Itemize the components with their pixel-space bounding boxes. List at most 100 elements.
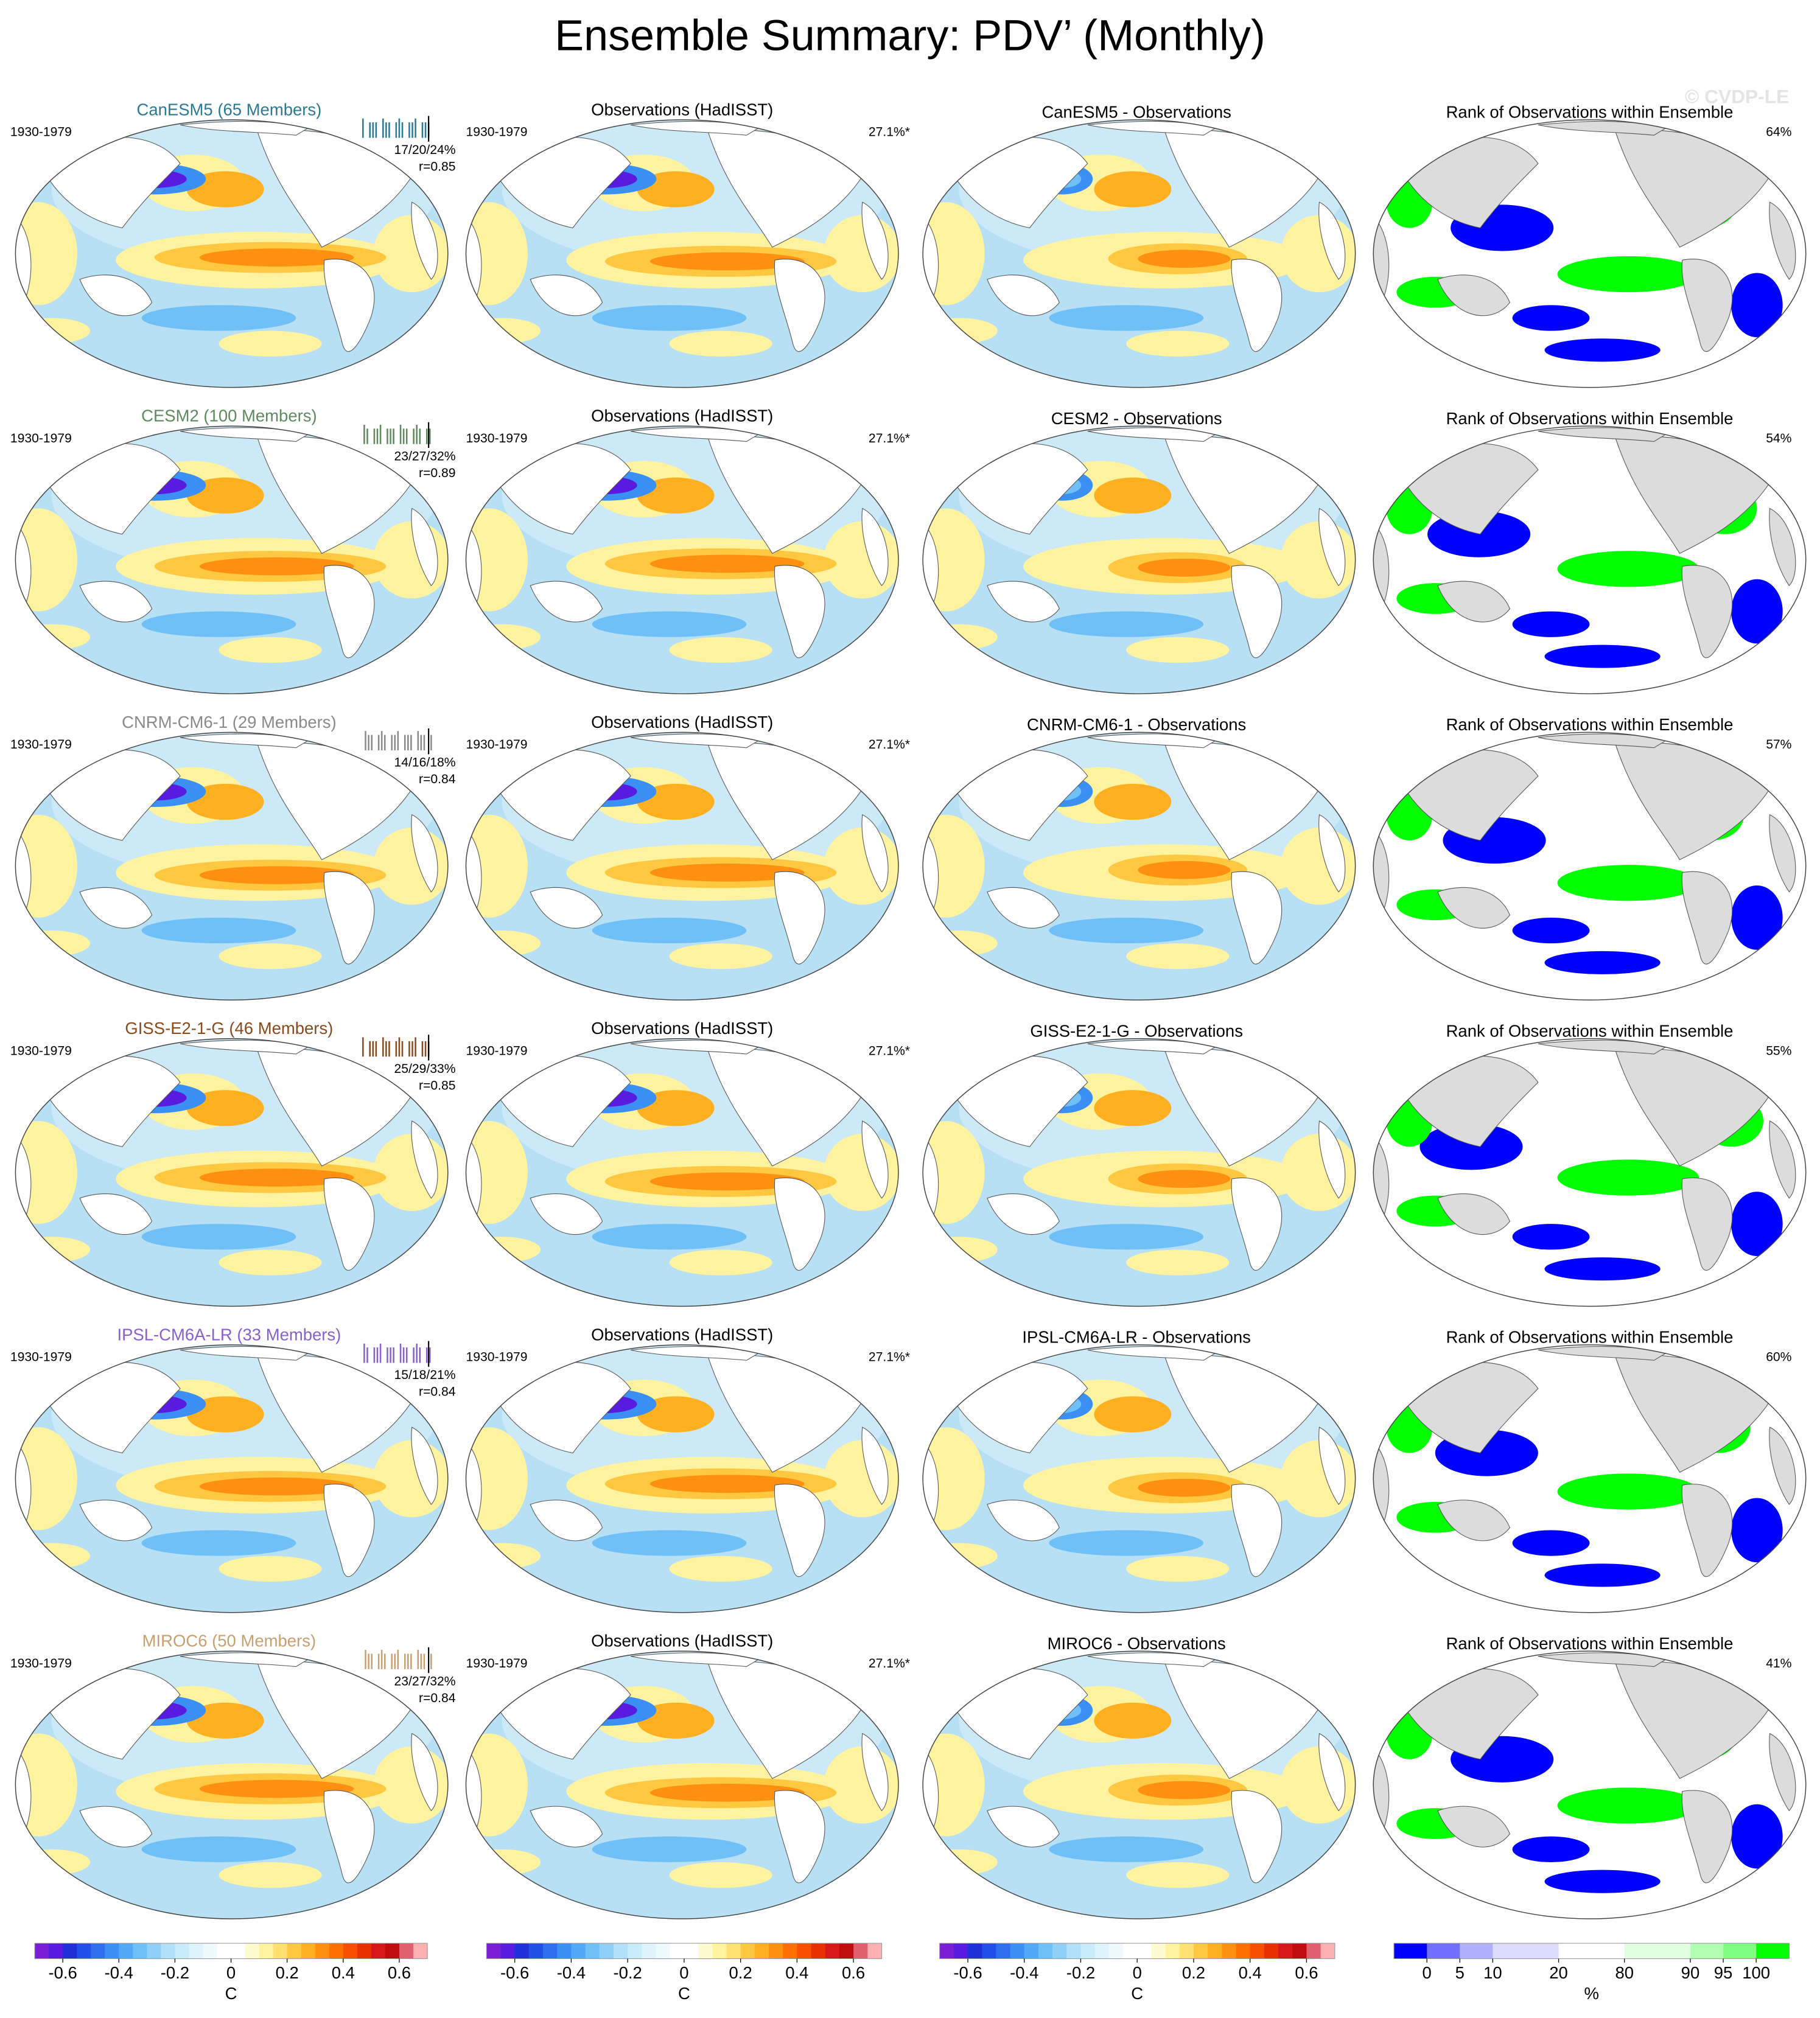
land bbox=[861, 1733, 889, 1812]
colorbar-box bbox=[1306, 1943, 1321, 1959]
field-region bbox=[141, 917, 296, 944]
field-region bbox=[199, 866, 354, 884]
land bbox=[530, 887, 603, 929]
colorbar-box bbox=[1690, 1943, 1724, 1959]
rank-pct: 60% bbox=[1766, 1350, 1791, 1364]
diff-title: CanESM5 - Observations bbox=[1041, 103, 1231, 122]
land bbox=[774, 565, 825, 658]
map bbox=[466, 732, 898, 1000]
pct-stats: 23/27/32% bbox=[394, 1674, 456, 1688]
field-region bbox=[199, 1477, 354, 1496]
field-region bbox=[466, 1849, 541, 1876]
colorbar-box bbox=[1394, 1943, 1427, 1959]
land bbox=[774, 871, 825, 965]
colorbar-box bbox=[754, 1943, 769, 1959]
colorbar-box bbox=[825, 1943, 840, 1959]
field-region bbox=[1049, 1530, 1204, 1556]
map-border bbox=[922, 1650, 1356, 1919]
map bbox=[1373, 1651, 1806, 1919]
colorbar-box bbox=[1591, 1943, 1625, 1959]
land bbox=[1769, 508, 1796, 587]
field-region bbox=[466, 318, 541, 344]
field-region bbox=[219, 1249, 322, 1276]
field-region bbox=[1126, 330, 1230, 357]
colorbar-box bbox=[853, 1943, 868, 1959]
field-region bbox=[1126, 943, 1230, 969]
period: 1930-1979 bbox=[10, 1657, 72, 1671]
map-border bbox=[1373, 425, 1807, 694]
field-region bbox=[592, 305, 747, 331]
rank-region bbox=[1544, 644, 1661, 668]
colorbar-box bbox=[301, 1943, 316, 1959]
land bbox=[987, 1500, 1060, 1541]
land bbox=[79, 887, 153, 929]
field-region bbox=[669, 330, 772, 357]
land bbox=[1437, 581, 1510, 623]
field-region bbox=[1138, 1478, 1231, 1497]
diff-title: IPSL-CM6A-LR - Observations bbox=[1022, 1328, 1251, 1347]
map bbox=[466, 1344, 898, 1613]
model-title: GISS-E2-1-G (46 Members) bbox=[125, 1019, 333, 1038]
land bbox=[411, 508, 438, 587]
field-region bbox=[186, 171, 264, 208]
colorbar-box bbox=[642, 1943, 657, 1959]
colorbar-box bbox=[245, 1943, 260, 1959]
colorbar-tick-label: 0.2 bbox=[1182, 1963, 1205, 1982]
obs-title: Observations (HadISST) bbox=[591, 1019, 773, 1038]
colorbar-box bbox=[1208, 1943, 1222, 1959]
map-border bbox=[15, 119, 449, 388]
land bbox=[530, 1806, 603, 1848]
field-region bbox=[923, 624, 998, 651]
field-region bbox=[186, 1396, 264, 1433]
obs-title: Observations (HadISST) bbox=[591, 713, 773, 731]
colorbar-box bbox=[343, 1943, 358, 1959]
field-region bbox=[15, 318, 91, 344]
colorbar-box bbox=[996, 1943, 1011, 1959]
land bbox=[1318, 201, 1346, 280]
colorbar-tick-label: 0.4 bbox=[332, 1963, 355, 1982]
map-border bbox=[465, 1650, 899, 1919]
obs-period: 1930-1979 bbox=[466, 1044, 527, 1058]
rank-region bbox=[1544, 951, 1661, 974]
field-region bbox=[923, 202, 985, 305]
rank-pct: 54% bbox=[1766, 431, 1791, 445]
field-region bbox=[141, 1836, 296, 1862]
rank-region bbox=[1512, 1224, 1590, 1250]
colorbar-box bbox=[77, 1943, 91, 1959]
watermark: © CVDP-LE bbox=[1685, 85, 1789, 107]
colorbar-box bbox=[1066, 1943, 1082, 1959]
field-region bbox=[923, 1120, 985, 1224]
map bbox=[1373, 1344, 1806, 1613]
field-region bbox=[466, 1543, 541, 1569]
field-region bbox=[466, 508, 528, 612]
rank-region bbox=[1557, 1159, 1699, 1196]
pct-stats: 17/20/24% bbox=[394, 143, 456, 157]
field-region bbox=[592, 1224, 747, 1250]
field-region bbox=[199, 1779, 354, 1798]
field-region bbox=[1049, 1224, 1204, 1250]
field-region bbox=[669, 1862, 772, 1888]
map bbox=[923, 1038, 1356, 1307]
rank-title: Rank of Observations within Ensemble bbox=[1446, 715, 1734, 734]
period: 1930-1979 bbox=[10, 431, 72, 445]
obs-pct: 27.1%* bbox=[869, 1657, 910, 1671]
land bbox=[1769, 1426, 1796, 1505]
map-border bbox=[1373, 1650, 1807, 1919]
land bbox=[1681, 1484, 1733, 1577]
land bbox=[411, 1426, 438, 1505]
diff-title: CNRM-CM6-1 - Observations bbox=[1027, 715, 1246, 734]
field-region bbox=[15, 814, 77, 918]
map bbox=[923, 426, 1356, 694]
field-region bbox=[1094, 171, 1172, 208]
map-border bbox=[1373, 1344, 1807, 1613]
field-region bbox=[592, 611, 747, 637]
colorbar-tick-label: 0.6 bbox=[842, 1963, 865, 1982]
obs-period: 1930-1979 bbox=[466, 738, 527, 752]
map-border bbox=[922, 119, 1356, 388]
field-region bbox=[199, 1168, 354, 1187]
land bbox=[79, 1193, 153, 1235]
land bbox=[411, 1733, 438, 1812]
field-region bbox=[649, 1475, 805, 1493]
period: 1930-1979 bbox=[10, 1350, 72, 1364]
colorbar-box bbox=[357, 1943, 372, 1959]
